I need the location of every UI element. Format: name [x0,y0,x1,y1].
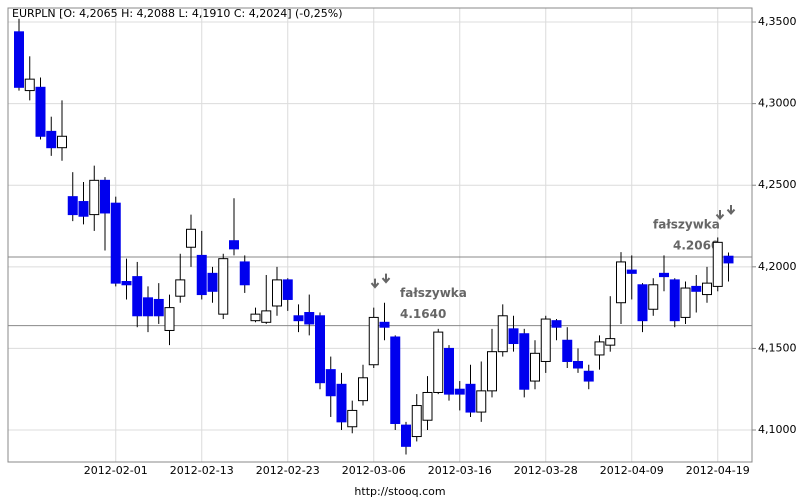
x-tick-label: 2012-03-06 [342,464,406,477]
candle-body [626,269,637,274]
arrow [370,278,380,289]
candle-body [121,281,132,286]
candle-body [422,391,433,421]
candle-body [594,341,605,356]
y-tick-label: 4,3500 [758,15,797,28]
x-tick-label: 2012-03-28 [514,464,578,477]
candle-body [46,130,57,149]
candle-body [35,86,46,137]
candle-body [218,258,229,315]
candle-body [530,352,540,382]
candle-body [616,261,626,304]
candle-body [680,287,691,318]
candle-body [282,279,293,300]
candle-body [411,405,422,438]
level-label: 4.2060 [673,239,719,253]
candle-body [605,338,616,346]
plot-frame [7,7,753,463]
candle-body [669,279,680,322]
chart-title: EURPLN [O: 4,2065 H: 4,2088 L: 4,1910 C:… [12,7,343,20]
candle-body [487,351,497,392]
candle-body [272,279,282,307]
candle-body [433,331,444,393]
candle-body [637,284,648,322]
candle-body [390,336,401,424]
y-tick-label: 4,2500 [758,178,797,191]
candle-body [712,241,723,287]
candle-body [648,284,659,310]
candle-body [358,377,368,402]
candle-body [401,424,411,447]
candle-body [444,347,454,395]
candle-body [153,298,164,317]
x-tick-label: 2012-04-09 [600,464,664,477]
candle-body [89,179,100,216]
source: http://stooq.com [354,485,445,498]
candle-body [110,202,121,284]
candle-body [304,312,315,325]
x-tick-label: 2012-02-01 [84,464,148,477]
candle-body [164,307,175,331]
candle-body [368,316,379,366]
candle-body [659,272,669,278]
candle-body [315,315,325,384]
y-tick-label: 4,1500 [758,341,797,354]
candle-body [476,390,487,413]
candle-body [196,254,207,296]
candle-body [100,179,110,214]
candle-body [336,383,347,423]
arrow [726,205,736,216]
candle-body [551,320,562,328]
arrow [381,273,391,284]
candle-body [14,31,24,88]
candle-body [573,360,583,369]
level-label: 4.1640 [400,307,446,321]
candle-body [143,297,153,317]
y-tick-label: 4,1000 [758,423,797,436]
candle-body [454,388,465,395]
y-tick-label: 4,2000 [758,260,797,273]
candle-body [207,272,218,292]
candle-body [175,279,186,297]
candle-body [540,318,551,362]
candle-body [691,285,702,292]
level-note: fałszywka [653,218,720,232]
candle-body [57,135,67,149]
candle-body [67,196,78,216]
candle-body [562,339,573,362]
axes: 4,1000 4,1500 4,2000 4,2500 4,3000 4,3500 2012… [84,15,797,477]
x-tick-label: 2012-03-16 [428,464,492,477]
x-tick-label: 2012-04-19 [686,464,750,477]
candle-body [250,313,261,322]
candle-body [379,321,390,328]
candle-body [229,240,239,250]
candle-body [465,383,476,413]
arrow [715,210,725,221]
candle-body [347,409,358,428]
candle-body [497,315,508,353]
candle-body [325,369,336,397]
level-note: fałszywka [400,286,467,300]
candle-body [261,310,272,323]
candle-body [583,370,594,382]
candle-body [78,201,89,217]
candle-body [293,315,304,322]
candle-body [723,255,734,264]
candle-body [519,333,530,390]
candle-body [186,228,196,248]
candle-body [239,261,250,286]
candle-body [508,328,519,345]
candle-body [702,282,712,296]
y-tick-label: 4,3000 [758,97,797,110]
candle-body [132,276,143,317]
x-tick-label: 2012-02-13 [170,464,234,477]
candles [14,18,734,455]
x-tick-label: 2012-02-23 [256,464,320,477]
candle-body [24,78,35,92]
